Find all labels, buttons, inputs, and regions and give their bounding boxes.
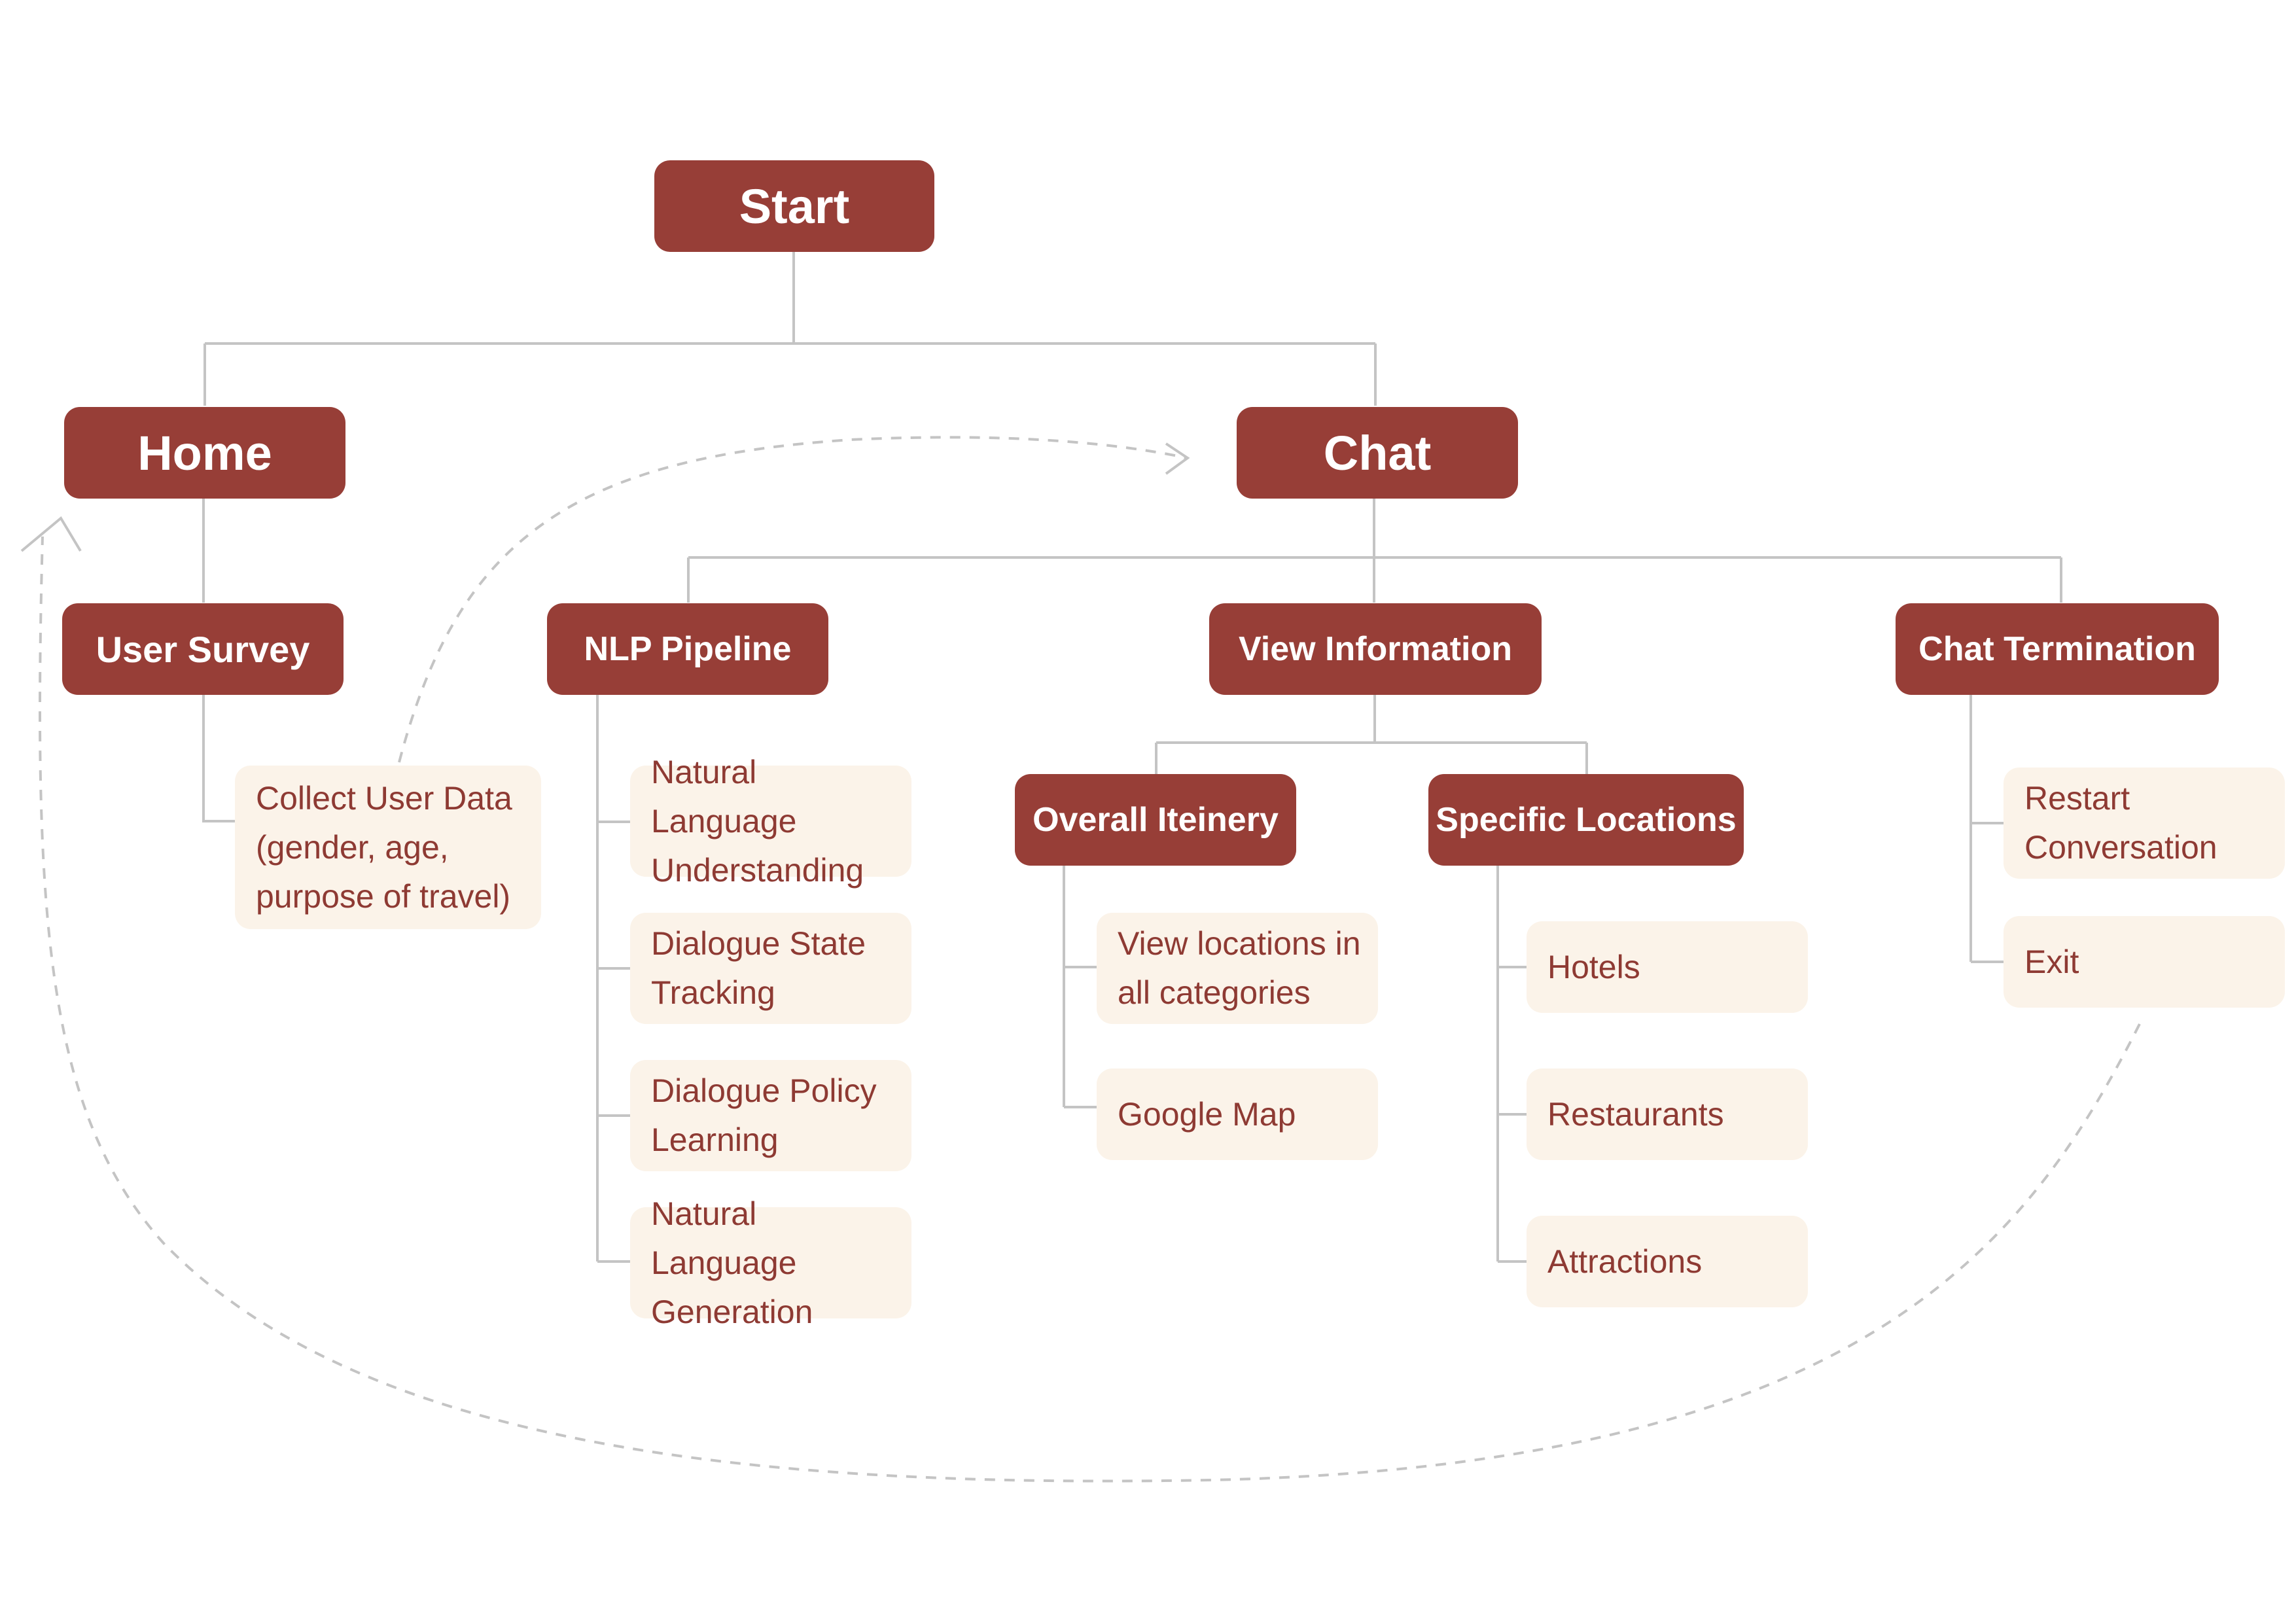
node-dpl: Dialogue Policy Learning: [630, 1060, 911, 1171]
node-restart-conversation: Restart Conversation: [2004, 768, 2285, 879]
node-view-information: View Information: [1209, 603, 1542, 695]
connector-chat-children: [687, 499, 2062, 603]
node-user-survey: User Survey: [62, 603, 344, 695]
arrowhead-home: [20, 516, 82, 552]
node-specific-locations: Specific Locations: [1428, 774, 1744, 866]
node-overall-itinerary: Overall Iteinery: [1015, 774, 1296, 866]
node-start: Start: [654, 160, 934, 252]
flow-exit-to-home: [39, 536, 2141, 1483]
connector-start-children: [203, 251, 1377, 406]
node-chat: Chat: [1237, 407, 1518, 499]
node-nlg: Natural Language Generation: [630, 1195, 911, 1330]
node-home: Home: [64, 407, 345, 499]
arrowhead-chat: [1165, 442, 1190, 475]
node-nlp-pipeline: NLP Pipeline: [547, 603, 828, 695]
connector-viewinfo-children: [1155, 695, 1588, 774]
node-dst: Dialogue State Tracking: [630, 913, 911, 1024]
node-view-locations: View locations in all categories: [1097, 913, 1378, 1024]
node-google-map: Google Map: [1097, 1068, 1378, 1160]
node-collect-user-data: Collect User Data (gender, age, purpose …: [235, 766, 541, 929]
node-restaurants: Restaurants: [1527, 1068, 1808, 1160]
connector-locations-children: [1496, 866, 1527, 1263]
connector-survey-collect: [202, 695, 236, 822]
node-attractions: Attractions: [1527, 1216, 1808, 1307]
connector-nlp-children: [596, 695, 630, 1263]
node-nlu: Natural Language Understanding: [630, 754, 911, 889]
connector-itinerary-children: [1063, 866, 1097, 1108]
node-hotels: Hotels: [1527, 921, 1808, 1013]
node-exit: Exit: [2004, 916, 2285, 1008]
connector-termination-children: [1969, 695, 2004, 963]
node-chat-termination: Chat Termination: [1896, 603, 2219, 695]
flow-collect-to-chat: [398, 436, 1188, 763]
